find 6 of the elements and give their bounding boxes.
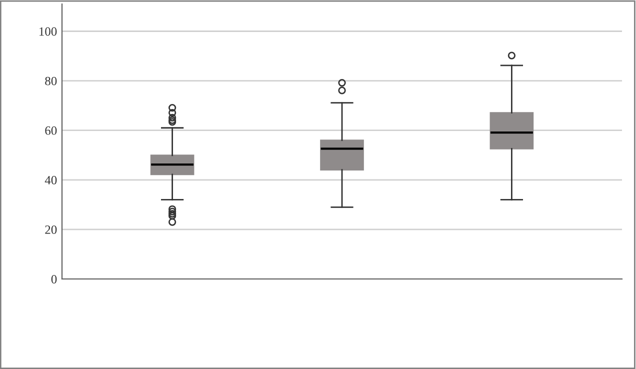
y-tick-label: 80 bbox=[45, 76, 57, 86]
y-tick-label: 20 bbox=[45, 225, 57, 234]
y-tick-label: 100 bbox=[39, 27, 57, 36]
y-tick-label: 40 bbox=[44, 176, 57, 184]
y-tick-label: 60 bbox=[45, 126, 57, 135]
y-tick-label: 0 bbox=[51, 275, 57, 284]
